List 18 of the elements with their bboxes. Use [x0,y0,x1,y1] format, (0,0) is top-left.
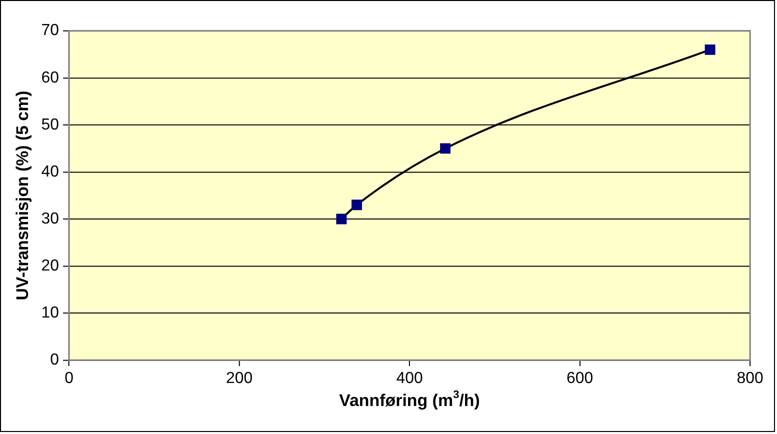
y-tick-label: 30 [41,210,60,228]
y-tick-label: 40 [41,163,60,180]
x-tick-label: 200 [226,370,253,388]
y-tick-label: 70 [41,22,60,40]
x-tick-label: 0 [64,370,74,388]
x-tick-label: 600 [566,370,594,388]
point [440,143,451,154]
point [704,44,716,55]
y-tick-label: 10 [41,304,60,322]
y-tick-label: 60 [41,69,60,86]
point [336,214,347,224]
y-tick-label: 0 [50,352,60,369]
x-tick-label: 800 [736,370,764,388]
y-tick-label: 20 [41,257,60,274]
y-axis-title: UV-transmisjon (%) (5 cm) [12,90,32,300]
y-tick-label: 50 [41,116,60,134]
x-tick-label: 400 [396,370,423,388]
point [352,200,362,210]
